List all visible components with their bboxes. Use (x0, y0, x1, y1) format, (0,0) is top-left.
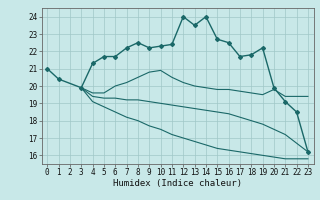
X-axis label: Humidex (Indice chaleur): Humidex (Indice chaleur) (113, 179, 242, 188)
